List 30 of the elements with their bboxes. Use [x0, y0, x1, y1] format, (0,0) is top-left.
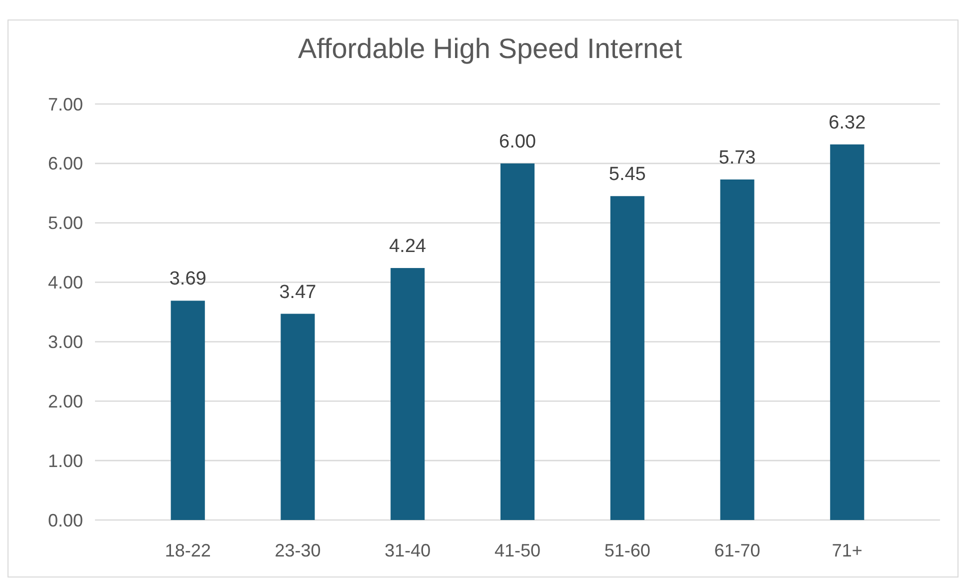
y-tick-label: 5.00	[48, 213, 83, 234]
y-tick-label: 2.00	[48, 391, 83, 412]
x-tick-label: 41-50	[494, 540, 541, 560]
bar	[170, 300, 205, 520]
bar	[830, 144, 864, 520]
data-label: 3.47	[279, 282, 316, 303]
data-label: 5.73	[718, 147, 756, 168]
x-tick-label: 51-60	[604, 540, 650, 560]
bar	[390, 268, 425, 520]
x-tick-label: 31-40	[384, 540, 431, 560]
x-tick-label: 71+	[832, 540, 862, 560]
y-tick-label: 7.00	[48, 94, 83, 114]
bar	[500, 163, 535, 520]
bar	[720, 179, 754, 520]
data-label: 4.24	[389, 236, 427, 258]
bar	[280, 314, 315, 520]
y-tick-label: 1.00	[48, 450, 83, 471]
data-label: 5.45	[608, 164, 646, 186]
y-tick-label: 6.00	[48, 154, 83, 174]
data-label: 6.00	[499, 131, 536, 152]
bar	[610, 196, 644, 520]
y-tick-label: 4.00	[48, 272, 83, 293]
y-tick-label: 0.00	[48, 510, 83, 530]
x-tick-label: 18-22	[164, 540, 211, 560]
chart-title: Affordable High Speed Internet	[298, 33, 682, 64]
x-tick-label: 61-70	[714, 540, 760, 560]
data-label: 3.69	[169, 268, 206, 290]
data-label: 6.32	[828, 112, 866, 134]
y-tick-label: 3.00	[48, 332, 83, 352]
x-tick-label: 23-30	[274, 540, 321, 560]
